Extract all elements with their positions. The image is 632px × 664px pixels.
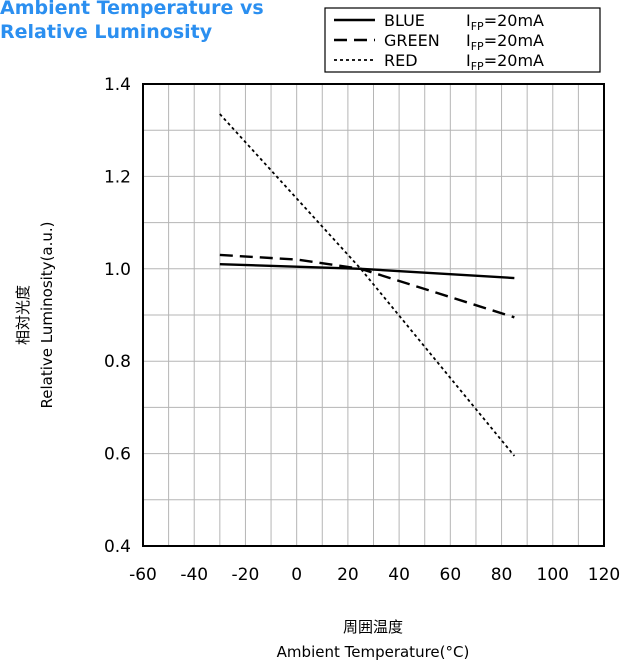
series-lines — [219, 113, 516, 457]
legend: BLUE IFP=20mA GREEN IFP=20mA RED IFP=20mA — [324, 7, 601, 73]
series-line-green — [219, 253, 515, 319]
x-tick-label: 0 — [291, 565, 302, 585]
y-tick-label: 0.4 — [104, 537, 131, 557]
y-tick-label: 1.0 — [104, 260, 131, 280]
legend-condition: IFP=20mA — [466, 31, 544, 53]
y-axis-label-jp: 相対光度 — [14, 285, 32, 345]
legend-box — [324, 7, 601, 73]
x-tick-label: -20 — [232, 565, 260, 585]
y-tick-label: 1.2 — [104, 167, 131, 187]
series-line-red — [219, 113, 516, 457]
x-tick-label: 60 — [440, 565, 462, 585]
legend-label-red: RED — [384, 51, 418, 70]
legend-condition: IFP=20mA — [466, 51, 544, 73]
legend-label-green: GREEN — [384, 31, 440, 50]
x-tick-labels: -60 -40 -20 0 20 40 60 80 100 120 — [129, 565, 620, 585]
y-axis-label-jp-group: 相対光度 — [14, 285, 32, 345]
y-tick-label: 0.6 — [104, 445, 131, 465]
legend-label-blue: BLUE — [384, 11, 425, 30]
x-tick-label: 120 — [588, 565, 620, 585]
chart-title: Ambient Temperature vs Relative Luminosi… — [0, 0, 264, 44]
legend-condition: IFP=20mA — [466, 11, 544, 33]
plot-area-frame — [142, 83, 605, 547]
y-axis-label-en: Relative Luminosity(a.u.) — [38, 221, 56, 408]
x-tick-label: 100 — [537, 565, 569, 585]
y-tick-label: 1.4 — [104, 75, 131, 95]
y-tick-label: 0.8 — [104, 352, 131, 372]
x-tick-label: 40 — [388, 565, 410, 585]
y-axis-label-en-group: Relative Luminosity(a.u.) — [38, 221, 56, 408]
chart-title-line2: Relative Luminosity — [0, 21, 213, 43]
x-tick-label: 20 — [337, 565, 359, 585]
x-tick-label: -60 — [129, 565, 157, 585]
x-axis-label-jp: 周囲温度 — [343, 618, 403, 636]
x-axis-label-en: Ambient Temperature(°C) — [277, 643, 470, 661]
x-tick-label: 80 — [491, 565, 513, 585]
chart-title-line1: Ambient Temperature vs — [0, 0, 264, 19]
x-tick-label: -40 — [180, 565, 208, 585]
grid — [143, 84, 604, 546]
y-tick-labels: 0.4 0.6 0.8 1.0 1.2 1.4 — [104, 75, 131, 557]
